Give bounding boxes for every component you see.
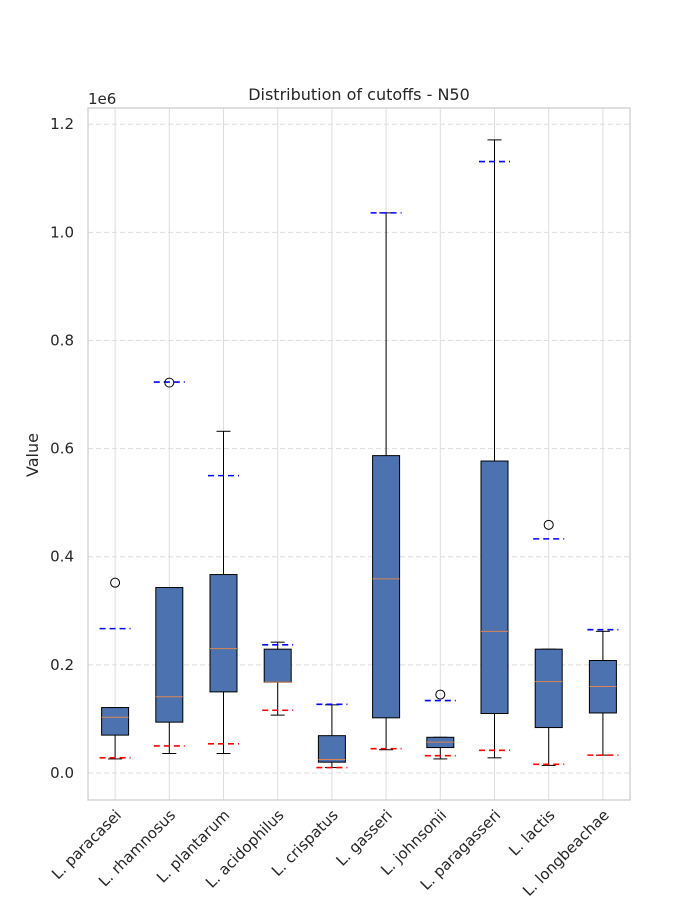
y-tick-label: 0.8: [50, 331, 74, 349]
outlier-point: [110, 577, 121, 588]
y-axis-label: Value: [23, 433, 42, 477]
iqr-box: [155, 587, 184, 723]
box-group: [153, 377, 185, 755]
chart-title: Distribution of cutoffs - N50: [248, 85, 470, 104]
outlier-point: [543, 519, 554, 530]
iqr-box: [263, 648, 292, 683]
iqr-box: [480, 460, 509, 715]
y-tick-label: 0.0: [50, 764, 74, 782]
iqr-box: [317, 735, 346, 763]
y-multiplier-label: 1e6: [88, 90, 116, 108]
outlier-point: [164, 377, 175, 388]
box-group: [424, 689, 456, 760]
box-group: [533, 519, 565, 766]
plot-area-frame: [87, 107, 631, 801]
box-group: [262, 641, 294, 716]
box-group: [316, 703, 348, 769]
y-tick-label: 1.0: [50, 223, 74, 241]
y-tick-label: 0.6: [50, 440, 74, 458]
iqr-box: [534, 648, 563, 729]
iqr-box: [209, 574, 238, 693]
y-tick-label: 1.2: [50, 115, 74, 133]
y-tick-label: 0.4: [50, 548, 74, 566]
box-group: [479, 139, 510, 759]
iqr-box: [101, 707, 130, 736]
y-tick-label: 0.2: [50, 656, 74, 674]
box-group: [370, 212, 402, 751]
x-tick-label: L. lactis: [505, 806, 558, 859]
iqr-box: [372, 455, 401, 719]
box-group: [208, 430, 239, 755]
box-group: [587, 628, 619, 756]
box-group: [99, 577, 131, 760]
outlier-point: [435, 689, 446, 700]
